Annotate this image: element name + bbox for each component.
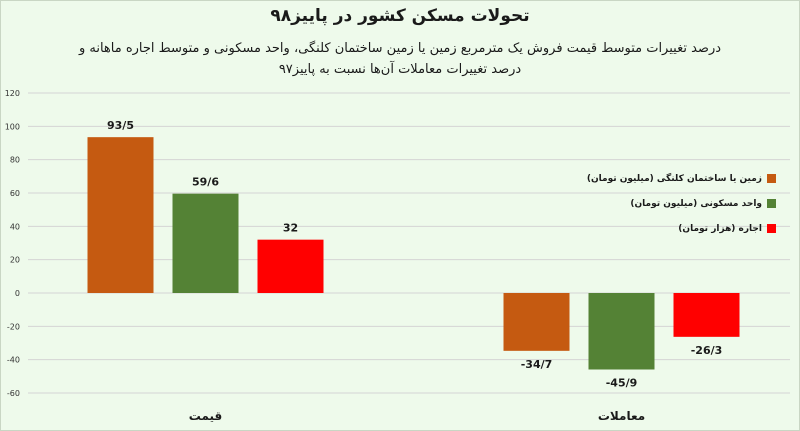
y-tick-label: 80 [10, 156, 20, 165]
data-label: 32 [283, 222, 298, 235]
bar [87, 137, 154, 293]
gridlines [28, 92, 790, 394]
legend-item-residential-unit: واحد مسکونی (میلیون تومان) [576, 191, 776, 216]
y-tick-label: 40 [10, 222, 20, 231]
category-label: قیمت [189, 409, 223, 423]
y-tick-label: 20 [10, 256, 20, 265]
data-label: 93/5 [107, 119, 134, 132]
y-tick-label: 120 [5, 89, 20, 98]
chart-title: تحولات مسکن کشور در پاییز۹۸ [270, 6, 530, 26]
data-label: 59/6 [192, 176, 219, 189]
legend: زمین یا ساختمان کلنگی (میلیون تومان) واح… [576, 166, 776, 241]
x-axis: قیمت معاملات [189, 409, 645, 423]
y-tick-label: -60 [7, 389, 20, 398]
legend-label-residential-unit: واحد مسکونی (میلیون تومان) [630, 198, 762, 209]
legend-label-rent: اجاره (هزار تومان) [678, 223, 762, 234]
bar [257, 239, 324, 293]
bars [87, 137, 740, 370]
y-tick-label: 0 [15, 289, 20, 298]
bar [172, 193, 239, 293]
subtitle-line-1: درصد تغییرات متوسط قیمت فروش یک مترمربع … [78, 41, 722, 56]
y-tick-label: -40 [7, 356, 20, 365]
data-label: -26/3 [691, 344, 723, 357]
legend-swatch-residential-unit [767, 199, 776, 208]
legend-item-land: زمین یا ساختمان کلنگی (میلیون تومان) [576, 166, 776, 191]
legend-label-land: زمین یا ساختمان کلنگی (میلیون تومان) [586, 173, 762, 184]
y-tick-label: 100 [5, 122, 20, 131]
category-label: معاملات [598, 409, 645, 423]
legend-item-rent: اجاره (هزار تومان) [576, 216, 776, 241]
y-tick-label: 60 [10, 189, 20, 198]
bar [503, 293, 570, 351]
y-axis: -60 -40 -20 0 20 40 60 80 100 120 [5, 89, 20, 398]
subtitle-line-2: درصد تغییرات معاملات آن‌ها نسبت به پاییز… [278, 62, 522, 77]
data-label: -45/9 [606, 377, 638, 390]
data-label: -34/7 [521, 358, 553, 371]
legend-swatch-land [767, 174, 776, 183]
legend-swatch-rent [767, 224, 776, 233]
y-tick-label: -20 [7, 322, 20, 331]
chart-subtitle: درصد تغییرات متوسط قیمت فروش یک مترمربع … [0, 38, 800, 80]
bar [673, 293, 740, 337]
bar [588, 293, 655, 370]
data-labels: 93/5 59/6 32 -34/7 -45/9 -26/3 [107, 119, 722, 389]
